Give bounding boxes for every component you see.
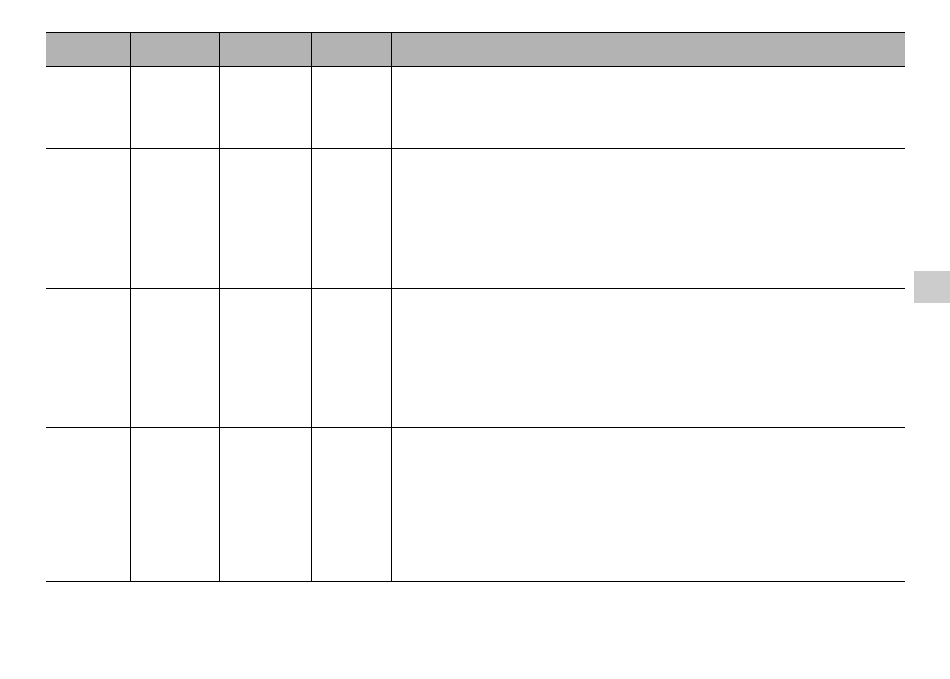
table-cell (391, 289, 905, 427)
table-cell (46, 67, 130, 148)
table-cell (130, 149, 219, 288)
table (46, 32, 905, 582)
table-cell (311, 149, 391, 288)
table-cell (391, 149, 905, 288)
table-cell (130, 67, 219, 148)
table-row (46, 289, 905, 428)
table-row (46, 67, 905, 149)
header-cell (46, 33, 130, 66)
table-row (46, 149, 905, 289)
table-cell (311, 428, 391, 581)
table-cell (219, 67, 311, 148)
header-cell (311, 33, 391, 66)
section-tab-marker (914, 271, 950, 303)
table-cell (219, 428, 311, 581)
header-cell (130, 33, 219, 66)
table-header-row (46, 33, 905, 67)
table-cell (46, 149, 130, 288)
table-cell (219, 289, 311, 427)
table-cell (130, 428, 219, 581)
table-cell (311, 289, 391, 427)
header-cell (219, 33, 311, 66)
table-cell (219, 149, 311, 288)
table-cell (46, 428, 130, 581)
table-cell (391, 67, 905, 148)
table-cell (46, 289, 130, 427)
table-cell (391, 428, 905, 581)
table-row (46, 428, 905, 582)
header-cell (391, 33, 905, 66)
table-cell (311, 67, 391, 148)
table-cell (130, 289, 219, 427)
